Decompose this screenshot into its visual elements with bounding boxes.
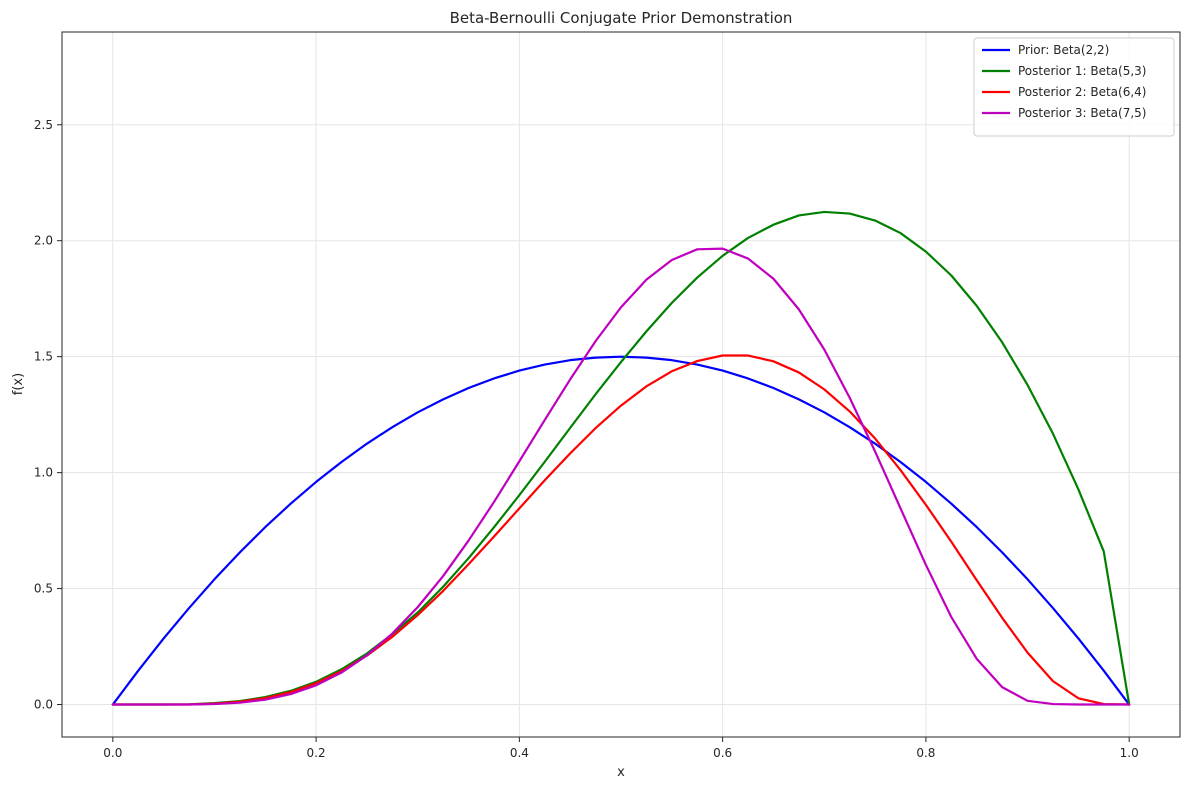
x-tick-label: 0.6 (713, 746, 732, 760)
legend-label: Posterior 1: Beta(5,3) (1018, 64, 1146, 78)
legend-box (973, 37, 1175, 137)
x-tick-label: 0.8 (916, 746, 935, 760)
x-tick-label: 0.0 (103, 746, 122, 760)
series-line-1 (111, 355, 1131, 706)
y-tick-label: 2.5 (34, 118, 53, 132)
series-line-4 (111, 247, 1131, 706)
y-tick-label: 1.5 (34, 350, 53, 364)
x-tick-label: 0.2 (307, 746, 326, 760)
axis-ticks: 0.0 0.2 0.4 0.6 0.8 1.0 0.0 0.5 1.0 1.5 2.0 2.5 (34, 118, 1139, 760)
plot-frame (61, 31, 1181, 738)
legend: Prior: Beta(2,2) Posterior 1: Beta(5,3) Po… (973, 37, 1175, 137)
y-axis-label: f(x) (11, 373, 26, 395)
x-tick-label: 0.4 (510, 746, 529, 760)
legend-label: Posterior 3: Beta(7,5) (1018, 106, 1146, 120)
y-tick-label: 1.0 (34, 466, 53, 480)
series-line-3 (111, 354, 1131, 706)
chart-title: Beta-Bernoulli Conjugate Prior Demonstra… (450, 9, 793, 27)
y-tick-label: 0.0 (34, 698, 53, 712)
x-axis-label: x (617, 765, 625, 780)
y-tick-label: 0.5 (34, 582, 53, 596)
legend-label: Prior: Beta(2,2) (1018, 43, 1109, 57)
legend-label: Posterior 2: Beta(6,4) (1018, 85, 1146, 99)
x-tick-label: 1.0 (1120, 746, 1139, 760)
y-tick-label: 2.0 (34, 234, 53, 248)
series-lines (111, 210, 1131, 706)
